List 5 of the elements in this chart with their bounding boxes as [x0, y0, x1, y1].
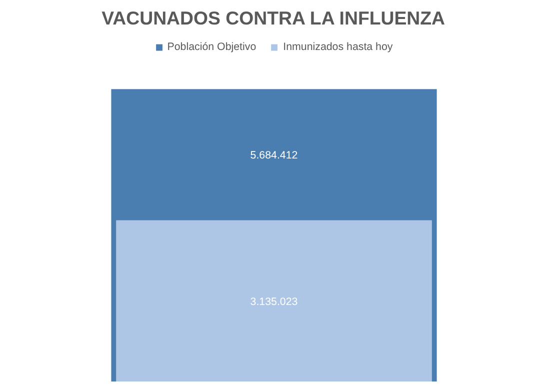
- data-label: 3.135.023: [250, 296, 298, 308]
- data-label: 5.684.412: [250, 150, 298, 162]
- legend-label: Inmunizados hasta hoy: [283, 41, 393, 53]
- chart-title: VACUNADOS CONTRA LA INFLUENZA: [102, 8, 446, 28]
- legend-label: Población Objetivo: [167, 41, 256, 53]
